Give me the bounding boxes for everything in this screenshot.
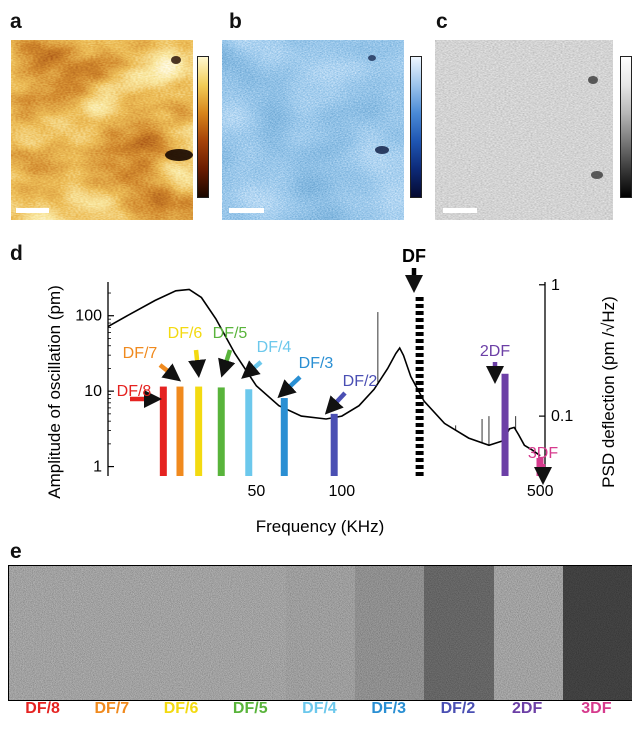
bar-label-2DF: 2DF [480,343,510,360]
strip-label-DF/7: DF/7 [94,700,130,717]
colorbar-b [410,56,422,198]
bar-DF/4 [245,389,253,476]
bar-label-DF/2: DF/2 [343,373,378,390]
bar-label-DF/6: DF/6 [168,325,203,342]
strip-label-DF/5: DF/5 [232,700,268,717]
harmonic-strip-DF/3 [355,566,426,700]
arrow-DF/5 [218,349,236,378]
bar-DF/8 [159,386,167,476]
strip-label-DF/3: DF/3 [371,700,407,717]
strip-label-DF/2: DF/2 [440,700,476,717]
amplitude-image-c [435,40,613,220]
bar-DF/7 [176,386,184,476]
strip-label-DF/6: DF/6 [163,700,199,717]
scale-bar-a [16,208,49,213]
colorbar-c [620,56,632,198]
y-tick-label: 100 [75,308,102,325]
bar-DF/3 [280,398,288,476]
harmonic-strip-DF/7 [78,566,149,700]
harmonic-strip-DF/6 [147,566,218,700]
phase-image-b [222,40,404,220]
y-tick-label: 10 [84,383,102,400]
psd-curve [107,288,541,457]
x-tick-label: 500 [527,483,554,500]
bar-label-DF/3: DF/3 [299,355,334,372]
arrow-DF/3 [277,375,302,399]
strip-label-DF/8: DF/8 [25,700,60,717]
strip-label-3DF: 3DF [581,700,612,717]
panel-label-d: d [10,242,23,265]
bar-DF/5 [217,387,225,476]
bar-label-DF/4: DF/4 [257,339,292,356]
harmonic-strip-3DF [562,566,632,700]
topography-image-a [11,40,193,220]
y-tick-label: 1 [93,459,102,476]
strip-label-DF/4: DF/4 [302,700,337,717]
arrow-DF/6 [188,349,207,378]
bar-3DF [536,457,544,476]
bar-DF/2 [330,413,338,476]
strip-label-2DF: 2DF [512,700,543,717]
y-right-tick-label: 0.1 [551,408,573,425]
arrow-DF/2 [324,391,347,415]
panel-label-c: c [436,10,448,33]
spectrum-chart: 1 10 100 0.1 1 50 100 500 DF/8 DF/7 DF/6 DF/5 DF/4 DF… [45,246,618,536]
panel-label-a: a [10,10,22,33]
bar-label-DF/7: DF/7 [123,345,158,362]
colorbar-a [197,56,209,198]
scale-bar-b [229,208,264,213]
x-axis-label: Frequency (KHz) [256,517,384,536]
harmonic-image-strips [8,565,632,701]
y-axis-label: Amplitude of oscillation (pm) [45,285,64,499]
x-tick-label: 50 [247,483,265,500]
bar-label-DF/5: DF/5 [213,325,248,342]
bar-label-DF/8: DF/8 [117,383,152,400]
bar-2DF [501,373,509,476]
arrow-DF/4 [241,360,263,379]
harmonic-strip-DF/8 [9,566,80,700]
harmonic-strip-2DF [493,566,564,700]
scale-bar-c [443,208,477,213]
bar-DF/6 [195,386,203,476]
bar-label-DF: DF [402,246,426,266]
harmonic-strip-DF/5 [216,566,287,700]
harmonic-strip-DF/2 [424,566,495,700]
x-tick-label: 100 [328,483,355,500]
y-axis-right-label: PSD deflection (pm /√Hz) [599,296,618,488]
y-right-tick-label: 1 [551,277,560,294]
panel-label-e: e [10,540,22,563]
harmonic-strip-DF/4 [285,566,357,700]
panel-label-b: b [229,10,242,33]
arrow-DF/7 [158,363,182,382]
bar-label-3DF: 3DF [528,445,558,462]
